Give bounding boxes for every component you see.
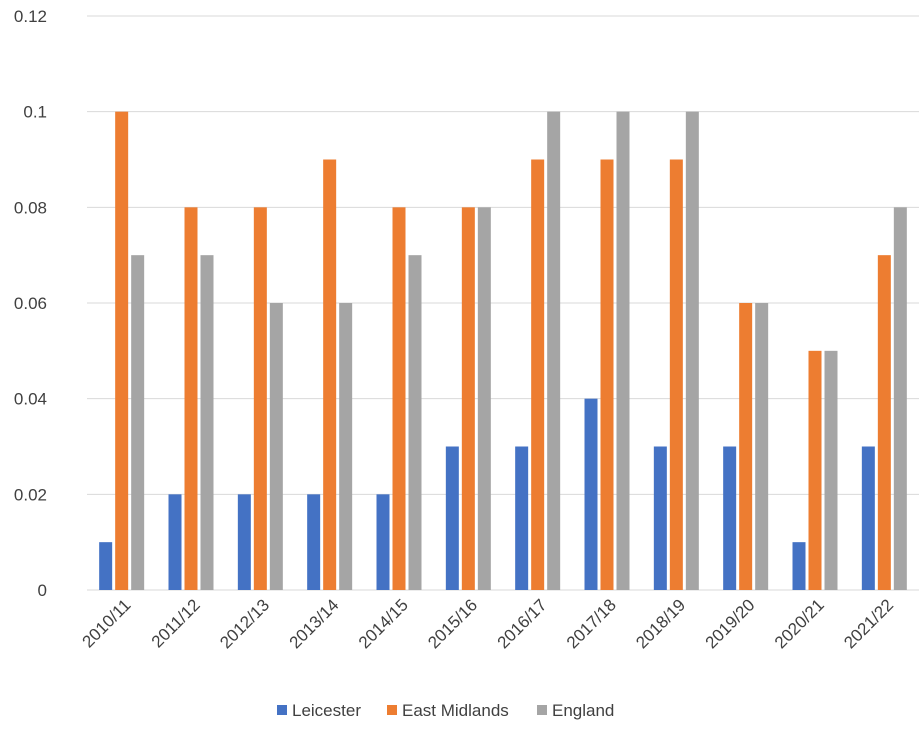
bar-leicester [653, 446, 667, 590]
y-axis-ticks: 0 0.02 0.04 0.06 0.08 0.1 0.12 [14, 7, 47, 600]
bar-east-midlands [531, 159, 545, 590]
bar-east-midlands [253, 207, 267, 591]
bar-east-midlands [808, 350, 822, 590]
bar-leicester [584, 398, 598, 590]
bar-east-midlands [669, 159, 683, 590]
bar-east-midlands [323, 159, 337, 590]
bar-england [616, 111, 630, 591]
bar-england [131, 255, 145, 590]
x-tick-label: 2020/21 [771, 595, 828, 652]
bar-leicester [237, 494, 251, 590]
x-tick-label: 2017/18 [563, 595, 620, 652]
y-tick-label: 0.08 [14, 198, 47, 217]
y-tick-label: 0.04 [14, 390, 47, 409]
x-tick-label: 2010/11 [78, 595, 134, 651]
x-tick-label: 2013/14 [286, 595, 343, 652]
bar-england [824, 350, 838, 590]
legend-swatch [537, 705, 547, 715]
bar-england [408, 255, 422, 590]
x-tick-label: 2019/20 [702, 595, 759, 652]
bar-east-midlands [461, 207, 475, 591]
legend-label: England [552, 701, 614, 720]
x-tick-label: 2015/16 [424, 595, 481, 652]
bar-leicester [168, 494, 182, 590]
bar-england [685, 111, 699, 591]
bar-leicester [861, 446, 875, 590]
y-tick-label: 0 [38, 581, 47, 600]
x-tick-label: 2018/19 [632, 595, 689, 652]
x-tick-label: 2012/13 [216, 595, 273, 652]
bars [99, 111, 907, 591]
bar-east-midlands [739, 303, 753, 590]
bar-east-midlands [184, 207, 198, 591]
bar-east-midlands [115, 111, 129, 591]
legend-label: Leicester [292, 701, 361, 720]
bar-leicester [445, 446, 459, 590]
y-tick-label: 0.02 [14, 485, 47, 504]
legend-swatch [277, 705, 287, 715]
bar-east-midlands [877, 255, 891, 590]
x-axis-ticks: 2010/11 2011/12 2012/13 2013/14 2014/15 2015/… [78, 595, 897, 652]
x-tick-label: 2011/12 [148, 595, 204, 651]
gridlines [87, 15, 919, 591]
bar-england [339, 303, 353, 590]
y-tick-label: 0.1 [23, 103, 47, 122]
legend-label: East Midlands [402, 701, 509, 720]
x-tick-label: 2014/15 [355, 595, 412, 652]
bar-leicester [792, 542, 806, 590]
bar-england [269, 303, 283, 590]
legend-swatch [387, 705, 397, 715]
bar-england [477, 207, 491, 591]
bar-leicester [515, 446, 529, 590]
y-tick-label: 0.06 [14, 294, 47, 313]
bar-leicester [723, 446, 737, 590]
bar-east-midlands [600, 159, 614, 590]
bar-leicester [307, 494, 321, 590]
x-tick-label: 2021/22 [840, 595, 897, 652]
bar-england [200, 255, 214, 590]
bar-england [547, 111, 561, 591]
legend: Leicester East Midlands England [277, 701, 614, 720]
y-tick-label: 0.12 [14, 7, 47, 26]
bar-leicester [99, 542, 113, 590]
x-tick-label: 2016/17 [494, 595, 551, 652]
bar-east-midlands [392, 207, 406, 591]
bar-england [755, 303, 769, 590]
bar-england [893, 207, 907, 591]
bar-leicester [376, 494, 390, 590]
